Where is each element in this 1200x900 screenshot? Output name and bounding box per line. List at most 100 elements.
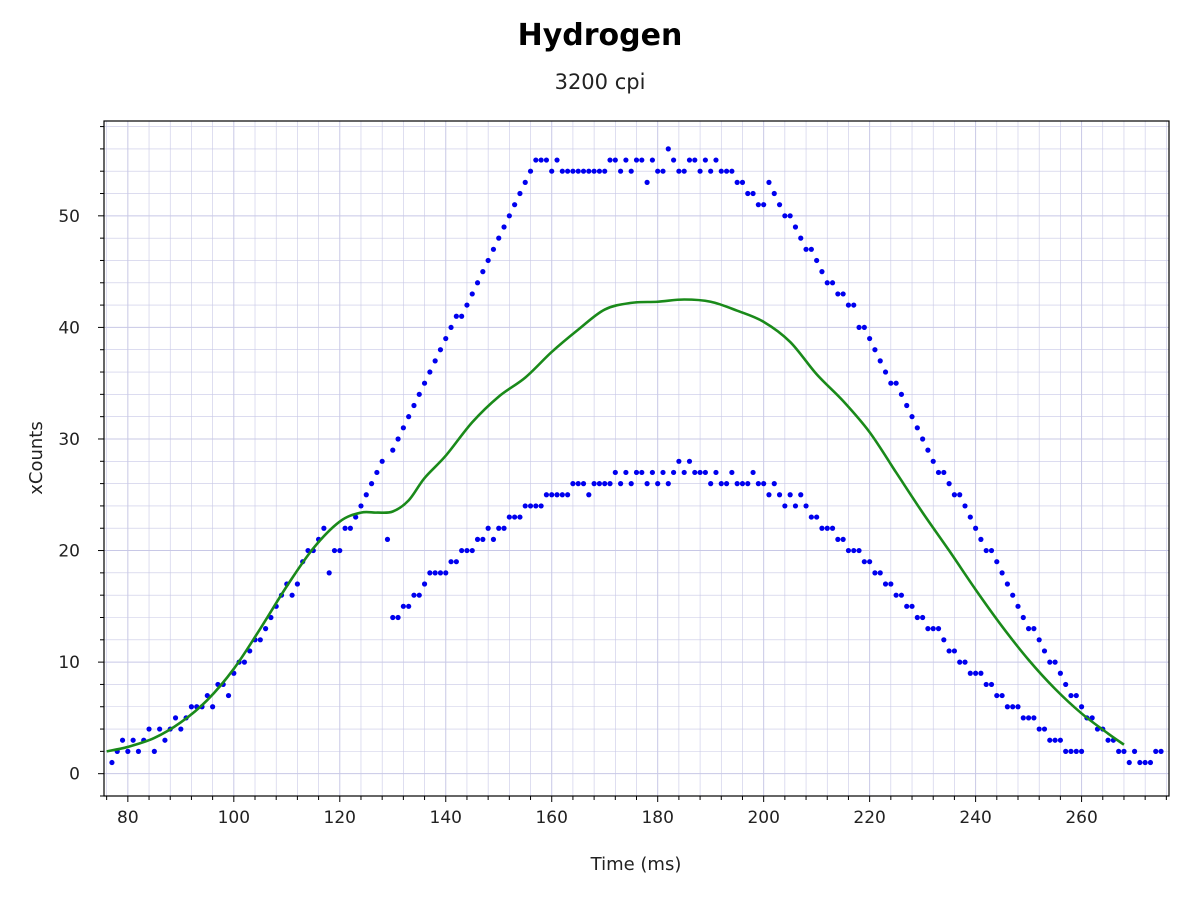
data-point <box>729 168 735 174</box>
data-point <box>888 380 894 386</box>
data-point <box>469 547 475 554</box>
data-point <box>713 469 719 476</box>
data-point <box>1057 737 1063 743</box>
data-point <box>146 726 152 732</box>
data-point <box>692 469 698 476</box>
data-point <box>925 447 931 453</box>
data-point <box>835 536 841 542</box>
smoothed-line <box>106 298 1125 753</box>
data-point <box>946 648 952 654</box>
x-tick-label: 100 <box>218 808 250 828</box>
data-point <box>565 168 571 174</box>
data-point <box>119 737 126 743</box>
data-point <box>448 559 454 565</box>
data-point <box>1015 704 1021 710</box>
data-point <box>1052 737 1058 743</box>
data-point <box>861 559 867 565</box>
data-point <box>538 503 544 509</box>
data-point <box>851 547 857 554</box>
data-point <box>602 168 608 174</box>
data-point <box>755 202 761 208</box>
data-point <box>512 202 518 208</box>
data-point <box>723 481 730 487</box>
data-point <box>734 481 740 487</box>
data-point <box>374 469 380 476</box>
data-point <box>814 514 820 520</box>
data-point <box>570 168 576 174</box>
data-point <box>697 469 703 476</box>
data-point <box>1158 748 1164 754</box>
data-point <box>840 536 846 542</box>
data-point <box>702 157 708 163</box>
data-point <box>263 626 269 632</box>
data-point <box>596 168 603 174</box>
data-point <box>978 536 984 542</box>
data-point <box>920 614 926 621</box>
data-point <box>808 514 814 520</box>
data-point <box>496 525 502 531</box>
data-point <box>845 547 852 554</box>
data-point <box>644 179 650 185</box>
data-point <box>792 503 799 509</box>
x-tick-label: 240 <box>959 808 991 828</box>
data-point <box>988 547 995 554</box>
data-point <box>464 302 470 308</box>
data-point <box>856 547 862 554</box>
data-point <box>157 726 163 732</box>
data-point <box>628 168 634 174</box>
data-point <box>925 626 931 632</box>
data-point <box>1010 592 1016 598</box>
data-point <box>427 369 433 375</box>
data-point <box>819 525 825 531</box>
data-point <box>1116 748 1122 754</box>
data-point <box>670 157 677 163</box>
data-point <box>628 481 634 487</box>
data-point <box>342 525 348 531</box>
data-point <box>469 291 475 297</box>
data-point <box>713 157 719 163</box>
data-point <box>761 202 767 208</box>
data-point <box>676 458 682 464</box>
data-point <box>485 257 491 264</box>
data-point <box>390 614 396 621</box>
data-point <box>559 168 565 174</box>
data-point <box>490 536 497 542</box>
data-point <box>882 369 889 375</box>
x-tick-label: 160 <box>535 808 567 828</box>
data-point <box>1063 748 1069 754</box>
x-tick-label: 120 <box>324 808 356 828</box>
data-point <box>718 481 724 487</box>
data-point <box>1063 681 1069 688</box>
data-point <box>941 469 947 476</box>
data-point <box>829 525 836 531</box>
scatter-series <box>109 146 1164 766</box>
data-point <box>988 681 995 688</box>
data-point <box>718 168 724 174</box>
data-point <box>459 547 465 554</box>
data-point <box>745 481 751 487</box>
data-point <box>1004 581 1010 587</box>
data-point <box>453 559 459 565</box>
data-point <box>877 570 883 576</box>
data-point <box>411 402 417 409</box>
data-point <box>951 648 958 654</box>
data-point <box>172 715 179 721</box>
data-point <box>580 481 587 487</box>
data-point <box>776 202 783 208</box>
data-point <box>739 481 746 487</box>
x-axis-label: Time (ms) <box>590 854 682 875</box>
data-point <box>1137 759 1143 766</box>
data-point <box>575 481 581 487</box>
data-point <box>533 503 539 509</box>
data-point <box>909 603 915 609</box>
data-point <box>766 179 772 185</box>
data-point <box>554 157 560 163</box>
data-point <box>951 492 958 498</box>
data-point <box>210 704 216 710</box>
data-point <box>761 481 767 487</box>
data-point <box>909 414 915 420</box>
data-point <box>973 525 979 531</box>
data-point <box>368 481 375 487</box>
data-point <box>697 168 703 174</box>
